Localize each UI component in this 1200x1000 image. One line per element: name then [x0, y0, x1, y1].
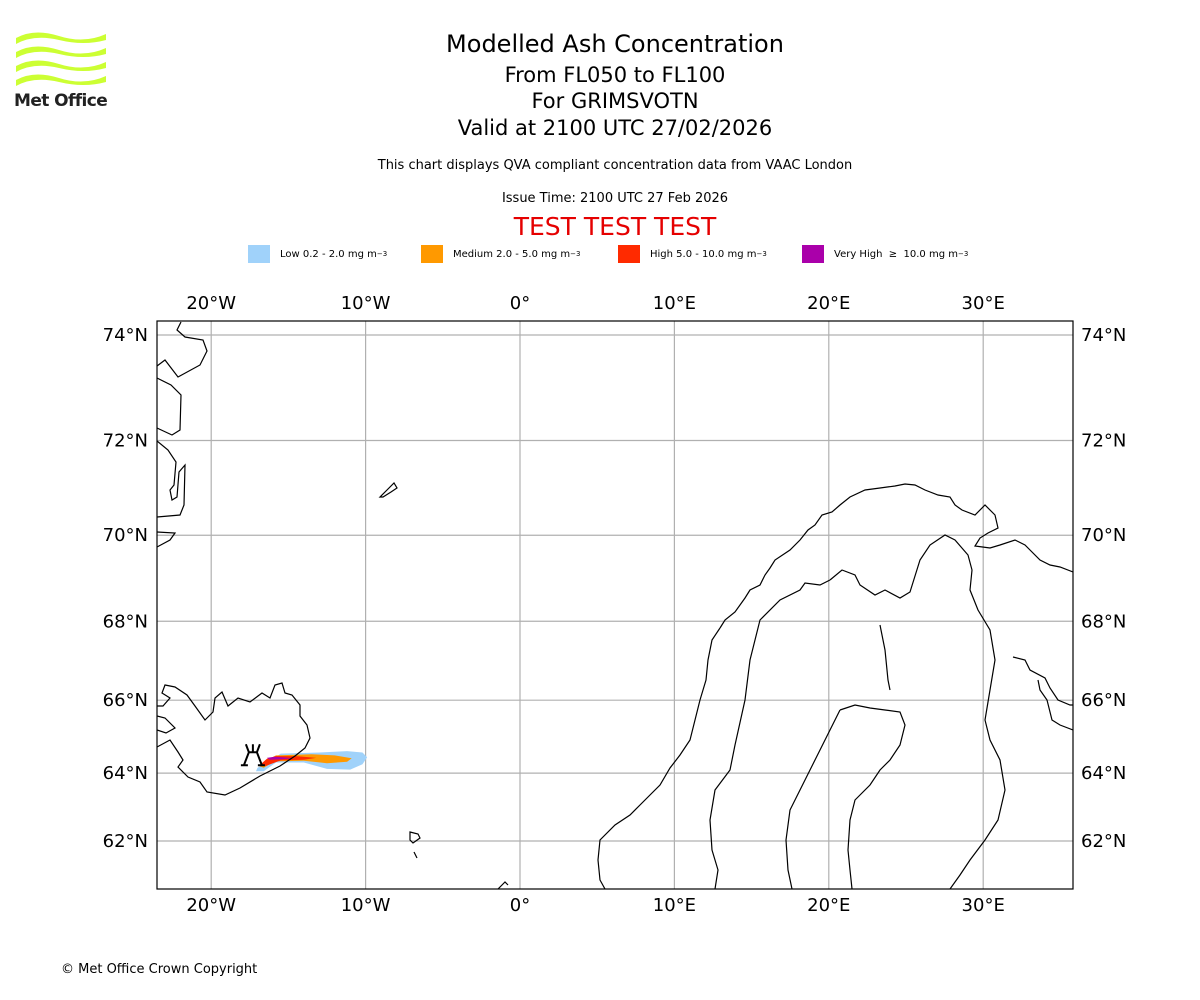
legend-label-medium: Medium 2.0 - 5.0 mg m — [453, 248, 571, 260]
lat-tick-label-left: 66°N — [103, 690, 148, 711]
met-office-logo — [16, 32, 106, 86]
lon-tick-label-bottom: 10°E — [653, 895, 696, 916]
lat-tick-label-right: 70°N — [1081, 525, 1126, 546]
lat-tick-label-left: 70°N — [103, 525, 148, 546]
lon-tick-label-bottom: 20°W — [186, 895, 236, 916]
lon-tick-label-top: 30°E — [962, 293, 1005, 314]
legend-very-high: Very High ≥ 10.0 mg m −3 — [802, 244, 968, 264]
legend-swatch-low — [248, 245, 270, 263]
legend-exp-very-high: −3 — [957, 250, 969, 258]
lon-tick-label-top: 20°W — [186, 293, 236, 314]
issue-time: Issue Time: 2100 UTC 27 Feb 2026 — [501, 191, 729, 206]
coastline-jan-mayen — [378, 482, 398, 498]
coastlines — [157, 321, 1073, 889]
subtitle: This chart displays QVA compliant concen… — [377, 158, 853, 173]
chart-title: Modelled Ash Concentration — [446, 30, 784, 58]
copyright: © Met Office Crown Copyright — [61, 962, 258, 977]
lon-tick-label-top: 10°E — [653, 293, 696, 314]
valid-time: Valid at 2100 UTC 27/02/2026 — [457, 116, 773, 140]
legend-exp-low: −3 — [376, 250, 388, 258]
lat-tick-label-right: 62°N — [1081, 831, 1126, 852]
legend-low: Low 0.2 - 2.0 mg m −3 — [248, 244, 387, 264]
legend-exp-high: −3 — [756, 250, 767, 258]
lat-tick-label-left: 74°N — [103, 325, 148, 346]
border-sweden — [709, 579, 831, 889]
lon-tick-label-top: 20°E — [807, 293, 850, 314]
met-office-logo-text: Met Office — [14, 91, 108, 111]
ash-plume — [256, 751, 368, 772]
lon-tick-label-bottom: 30°E — [962, 895, 1005, 916]
lat-tick-label-right: 72°N — [1081, 431, 1126, 452]
lon-tick-label-top: 10°W — [341, 293, 391, 314]
coastline-norway — [719, 483, 1073, 629]
legend-label-high: High 5.0 - 10.0 mg m — [650, 248, 757, 260]
graticule — [157, 321, 1073, 889]
legend-swatch-medium — [421, 245, 443, 263]
lat-tick-label-right: 74°N — [1081, 325, 1126, 346]
logo-wave-4 — [16, 74, 106, 86]
volcano-symbol — [240, 743, 265, 767]
lon-tick-label-top: 0° — [510, 293, 530, 314]
legend-exp-medium: −3 — [570, 250, 581, 258]
coastline-faroes — [409, 831, 421, 859]
lat-tick-label-left: 64°N — [103, 763, 148, 784]
lon-tick-label-bottom: 10°W — [341, 895, 391, 916]
coastline-norway-west — [597, 627, 721, 889]
coastline-gulf-bothnia — [785, 709, 841, 889]
coastline-white-sea — [1012, 656, 1073, 731]
lon-tick-label-bottom: 20°E — [807, 895, 850, 916]
flight-levels: From FL050 to FL100 — [504, 63, 726, 87]
legend-label-low: Low 0.2 - 2.0 mg m — [280, 248, 377, 260]
lat-tick-label-right: 68°N — [1081, 611, 1126, 632]
border-norway-sweden — [829, 534, 1006, 889]
coastline-greenland — [157, 321, 208, 548]
logo-wave-3 — [16, 60, 106, 72]
legend-medium: Medium 2.0 - 5.0 mg m −3 — [421, 244, 580, 264]
ash-area-very-high — [266, 756, 293, 760]
border-finland — [839, 624, 906, 889]
lat-tick-label-right: 64°N — [1081, 763, 1126, 784]
logo-wave-2 — [16, 46, 106, 58]
tick-labels: 20°W 20°W 10°W 10°W 0° 0° 10°E 10°E 20°E 20°E 30°E… — [103, 293, 1127, 916]
test-banner: TEST TEST TEST — [513, 212, 717, 241]
lat-tick-label-left: 62°N — [103, 831, 148, 852]
legend-label-very-high: Very High ≥ 10.0 mg m — [834, 248, 958, 260]
lat-tick-label-right: 66°N — [1081, 690, 1126, 711]
legend-high: High 5.0 - 10.0 mg m −3 — [618, 244, 767, 264]
coastline-iceland — [157, 682, 311, 796]
logo-wave-1 — [16, 32, 106, 44]
coastline-shetland — [497, 881, 509, 889]
map-frame — [156, 320, 1074, 890]
lat-tick-label-left: 72°N — [103, 431, 148, 452]
legend-swatch-high — [618, 245, 640, 263]
volcano-icon — [240, 743, 265, 767]
volcano-name: For GRIMSVOTN — [531, 89, 699, 113]
lat-tick-label-left: 68°N — [103, 611, 148, 632]
legend-swatch-very-high — [802, 245, 824, 263]
lon-tick-label-bottom: 0° — [510, 895, 530, 916]
